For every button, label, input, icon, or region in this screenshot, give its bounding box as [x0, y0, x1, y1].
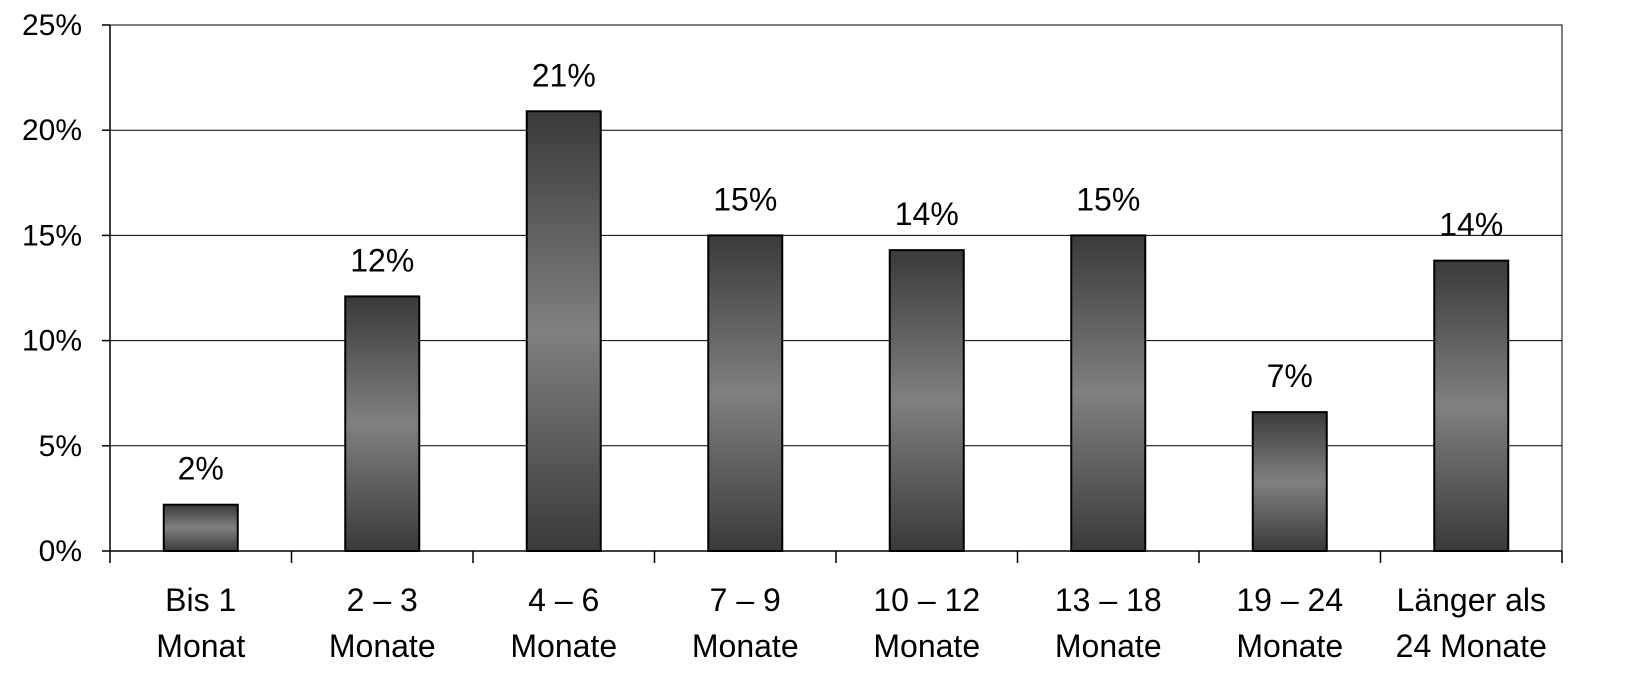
bar [525, 110, 602, 552]
x-tick-label: Bis 1 [165, 582, 236, 618]
plot-frame [109, 24, 1563, 552]
bars [162, 110, 1510, 553]
y-tick-label: 5% [39, 430, 82, 463]
bar [1433, 259, 1510, 552]
x-tick-label: 7 – 9 [710, 582, 781, 618]
y-tick-labels: 0% 5% 10% 15% 20% 25% [22, 9, 82, 568]
y-tick-label: 10% [22, 325, 82, 358]
data-label: 14% [895, 196, 959, 232]
x-tick-label: 24 Monate [1396, 628, 1547, 664]
bar [888, 249, 965, 553]
data-label: 7% [1267, 358, 1313, 394]
data-label: 21% [532, 57, 596, 93]
x-tick-labels: Bis 1 Monat 2 – 3 Monate 4 – 6 Monate 7 – 9 Mon… [156, 582, 1547, 664]
bar [162, 503, 239, 553]
y-tick-label: 20% [22, 114, 82, 147]
x-tick-label: Länger als [1397, 582, 1546, 618]
x-tick-label: Monate [873, 628, 980, 664]
data-label: 2% [178, 451, 224, 487]
data-label: 14% [1439, 207, 1503, 243]
bar [344, 295, 421, 552]
data-labels: 2% 12% 21% 15% 14% 15% 7% 14% [178, 57, 1504, 486]
x-tick-label: 13 – 18 [1055, 582, 1162, 618]
y-tick-label: 25% [22, 9, 82, 42]
x-tick-label: 19 – 24 [1236, 582, 1343, 618]
y-tick-label: 0% [39, 535, 82, 568]
y-tick-label: 15% [22, 219, 82, 252]
x-tick-label: Monate [510, 628, 617, 664]
bar [1251, 411, 1328, 552]
x-tick-label: Monate [1055, 628, 1162, 664]
x-tick-label: Monate [1236, 628, 1343, 664]
x-tick-label: 10 – 12 [873, 582, 980, 618]
x-tick-label: 4 – 6 [528, 582, 599, 618]
x-tick-label: Monate [329, 628, 436, 664]
bar [1070, 234, 1147, 552]
x-tick-label: Monate [692, 628, 799, 664]
x-tick-label: Monat [156, 628, 245, 664]
x-tick-label: 2 – 3 [347, 582, 418, 618]
gridlines [110, 129, 1562, 447]
data-label: 15% [713, 181, 777, 217]
bar [707, 234, 784, 552]
data-label: 12% [350, 242, 414, 278]
axes [102, 24, 1563, 563]
data-label: 15% [1076, 181, 1140, 217]
